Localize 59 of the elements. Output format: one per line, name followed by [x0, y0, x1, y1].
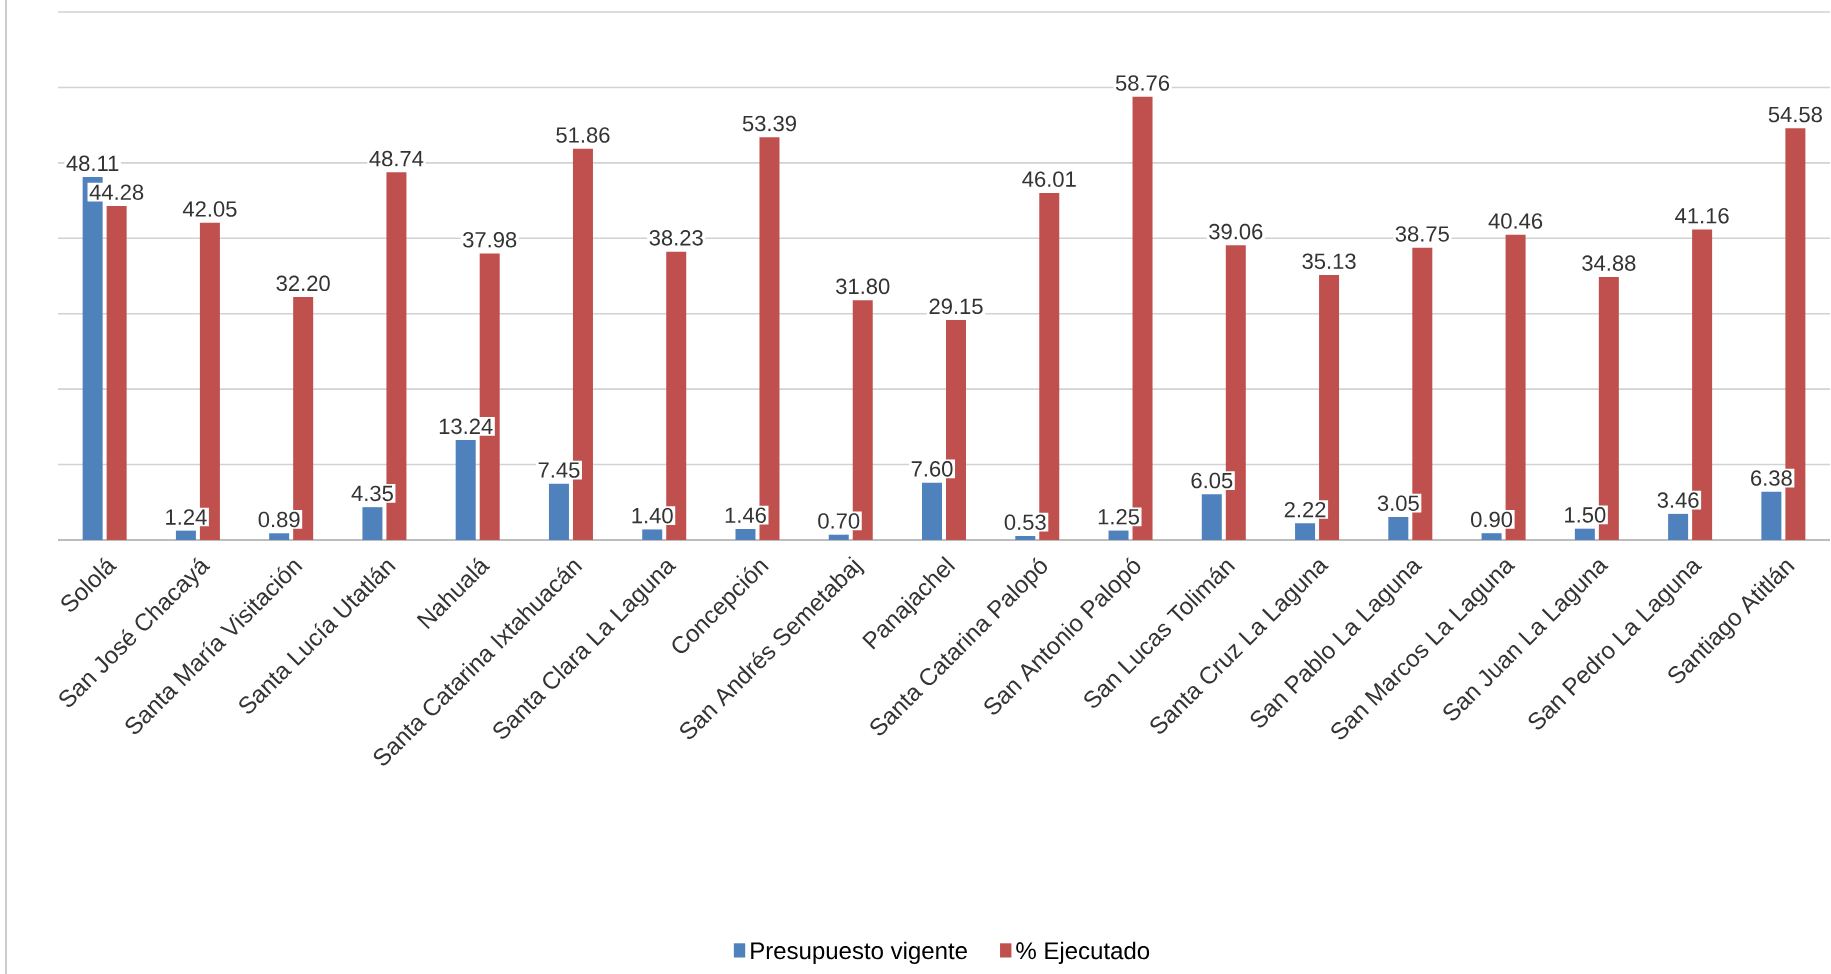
bar	[1108, 530, 1129, 540]
data-label: 32.20	[276, 275, 330, 292]
bar	[828, 534, 849, 540]
data-label: 7.60	[911, 461, 953, 477]
data-label: 0.70	[818, 513, 860, 529]
bar	[922, 482, 943, 540]
data-label: 54.58	[1768, 106, 1822, 123]
data-label: 58.76	[1115, 75, 1170, 91]
legend-label: % Ejecutado	[1016, 941, 1150, 964]
data-label: 48.11	[66, 155, 119, 172]
data-label: 7.45	[538, 462, 580, 478]
data-label: 1.40	[632, 507, 673, 524]
legend-label: Presupuesto vigente	[751, 941, 967, 964]
data-label: 37.98	[463, 231, 517, 248]
data-label: 41.16	[1675, 207, 1729, 224]
data-label: 1.46	[725, 507, 766, 523]
data-label: 0.89	[258, 511, 300, 528]
bar	[1295, 523, 1316, 540]
data-label: 6.38	[1751, 470, 1792, 486]
data-label: 53.39	[742, 115, 796, 132]
data-label: 42.05	[182, 201, 237, 217]
data-label: 13.24	[439, 418, 493, 435]
data-label: 0.53	[1004, 514, 1046, 530]
data-label: 38.75	[1395, 226, 1449, 242]
data-label: 46.01	[1022, 171, 1076, 187]
data-label: 0.90	[1471, 511, 1513, 528]
bar	[548, 483, 569, 540]
data-label: 35.13	[1302, 253, 1356, 270]
data-label: 38.23	[649, 230, 703, 246]
data-label: 1.24	[166, 509, 207, 525]
bar	[175, 530, 196, 540]
data-label: 6.05	[1191, 472, 1233, 489]
bar	[735, 528, 756, 540]
data-label: 40.46	[1488, 213, 1543, 229]
bar	[1668, 513, 1689, 540]
bar	[642, 529, 663, 540]
data-label: 48.74	[369, 150, 424, 167]
bar	[362, 507, 383, 540]
data-label: 1.50	[1565, 507, 1606, 523]
data-label: 2.22	[1284, 501, 1326, 518]
bar	[1388, 516, 1409, 540]
data-label: 31.80	[836, 278, 890, 295]
bar	[1201, 494, 1222, 540]
data-label: 3.46	[1657, 492, 1699, 508]
data-label: 29.15	[929, 298, 983, 315]
bar	[269, 533, 290, 540]
bar	[1015, 535, 1036, 540]
bar	[106, 206, 127, 540]
data-label: 4.35	[351, 485, 393, 502]
data-label: 1.25	[1098, 509, 1139, 525]
bar	[1761, 491, 1782, 540]
bar	[1574, 528, 1595, 540]
data-label: 51.86	[556, 127, 610, 143]
data-label: 3.05	[1377, 495, 1419, 511]
bar	[1481, 533, 1502, 540]
data-label: 34.88	[1582, 255, 1636, 271]
data-label: 39.06	[1209, 223, 1263, 240]
bar	[455, 440, 476, 540]
data-label: 44.28	[89, 184, 144, 200]
